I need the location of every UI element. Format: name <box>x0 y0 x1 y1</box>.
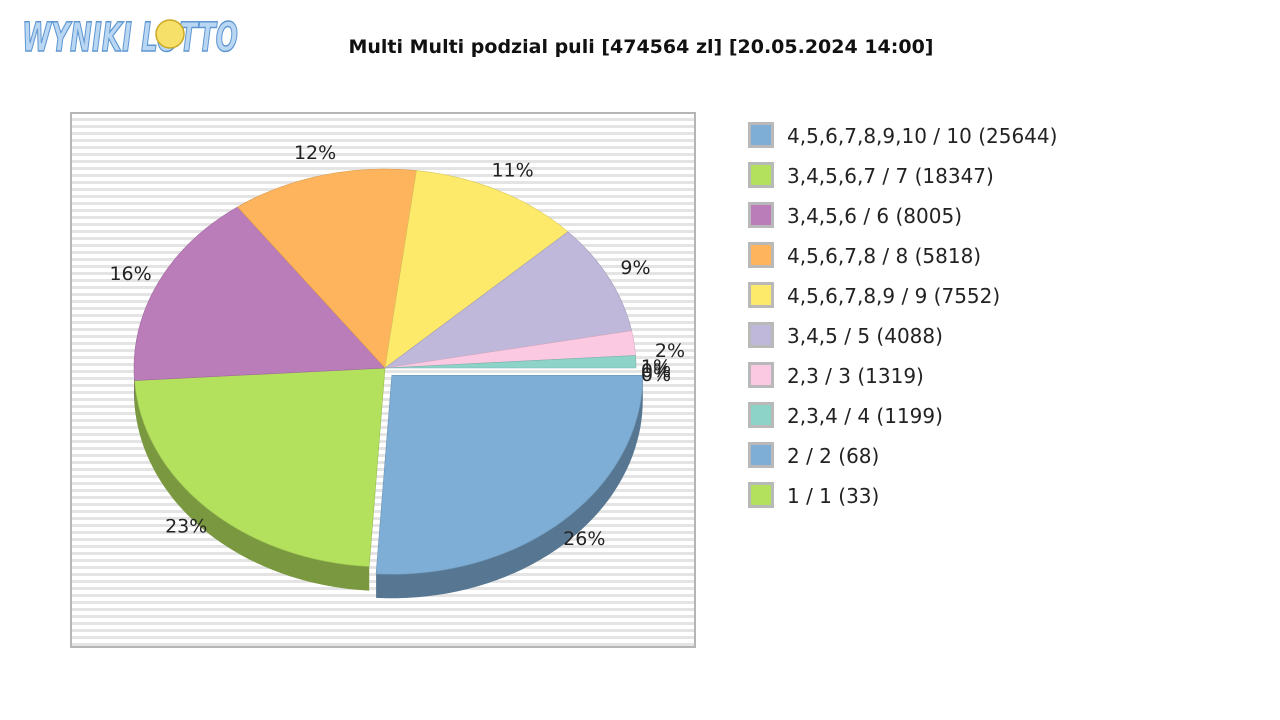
pie-slice-0 <box>375 374 644 575</box>
legend-item: 3,4,5,6,7 / 7 (18347) <box>748 162 1057 202</box>
slice-label-7: 1% <box>641 356 671 378</box>
star-icon <box>155 19 185 49</box>
chart-plot-area: 26% 23% 16% 12% 11% 9% 2% 1% 0% 0% <box>70 112 696 648</box>
slice-label-8: 0% <box>641 360 671 382</box>
legend-swatch <box>748 362 774 388</box>
legend-swatch <box>748 242 774 268</box>
slice-label-4: 11% <box>491 159 533 181</box>
chart-legend: 4,5,6,7,8,9,10 / 10 (25644) 3,4,5,6,7 / 7… <box>748 122 1057 522</box>
chart-title: Multi Multi podzial puli [474564 zl] [20… <box>348 36 934 58</box>
legend-swatch <box>748 482 774 508</box>
legend-label: 3,4,5 / 5 (4088) <box>787 324 943 348</box>
pie-slice-1 <box>134 367 386 567</box>
legend-swatch <box>748 202 774 228</box>
legend-label: 1 / 1 (33) <box>787 484 880 508</box>
legend-item: 2,3 / 3 (1319) <box>748 362 1057 402</box>
legend-item: 4,5,6,7,8,9 / 9 (7552) <box>748 282 1057 322</box>
slice-label-6: 2% <box>655 340 685 362</box>
legend-label: 2,3 / 3 (1319) <box>787 364 924 388</box>
pie-slice-side-0 <box>376 375 643 599</box>
legend-label: 3,4,5,6,7 / 7 (18347) <box>787 164 994 188</box>
legend-swatch <box>748 322 774 348</box>
legend-item: 2 / 2 (68) <box>748 442 1057 482</box>
slice-label-2: 16% <box>109 263 151 285</box>
legend-item: 3,4,5 / 5 (4088) <box>748 322 1057 362</box>
pie-slice-7 <box>384 355 637 369</box>
legend-item: 3,4,5,6 / 6 (8005) <box>748 202 1057 242</box>
slice-label-3: 12% <box>294 142 336 164</box>
legend-item: 1 / 1 (33) <box>748 482 1057 522</box>
slice-label-0: 26% <box>563 528 605 550</box>
logo-text: WYNIKI LOTTO <box>22 15 238 60</box>
pie-slice-5 <box>384 231 632 369</box>
legend-label: 2 / 2 (68) <box>787 444 880 468</box>
pie-slice-2 <box>133 206 386 381</box>
legend-label: 4,5,6,7,8,9 / 9 (7552) <box>787 284 1001 308</box>
slice-label-5: 9% <box>620 257 650 279</box>
pie-slice-3 <box>237 168 417 369</box>
slice-label-9: 0% <box>641 364 671 386</box>
legend-swatch <box>748 442 774 468</box>
legend-item: 4,5,6,7,8 / 8 (5818) <box>748 242 1057 282</box>
site-logo[interactable]: WYNIKI LOTTO <box>20 8 242 62</box>
legend-label: 2,3,4 / 4 (1199) <box>787 404 943 428</box>
slice-label-1: 23% <box>165 516 207 538</box>
legend-label: 4,5,6,7,8 / 8 (5818) <box>787 244 982 268</box>
legend-item: 4,5,6,7,8,9,10 / 10 (25644) <box>748 122 1057 162</box>
pie-slice-side-1 <box>134 380 370 591</box>
legend-swatch <box>748 162 774 188</box>
legend-label: 3,4,5,6 / 6 (8005) <box>787 204 963 228</box>
pie-slice-4 <box>384 170 569 369</box>
legend-label: 4,5,6,7,8,9,10 / 10 (25644) <box>787 124 1058 148</box>
legend-item: 2,3,4 / 4 (1199) <box>748 402 1057 442</box>
pie-chart: 26% 23% 16% 12% 11% 9% 2%1%0%0% <box>109 142 685 599</box>
legend-swatch <box>748 122 774 148</box>
legend-swatch <box>748 282 774 308</box>
legend-swatch <box>748 402 774 428</box>
